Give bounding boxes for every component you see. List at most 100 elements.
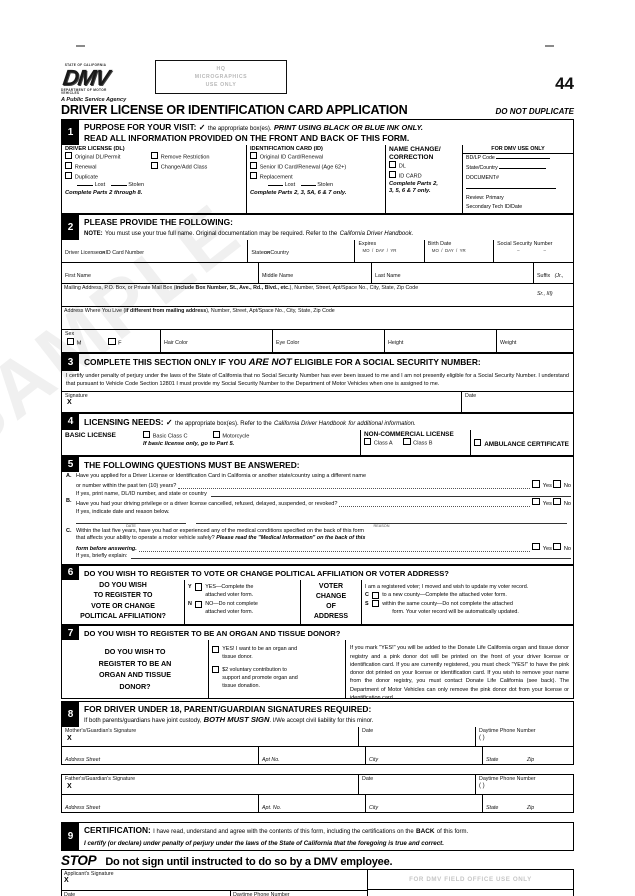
dmv-use-blank-line[interactable] (466, 184, 570, 194)
field-weight[interactable]: Weight (497, 330, 573, 352)
field-birth-date[interactable]: Birth Date MO / DAY / YR (425, 240, 495, 263)
field-father-date[interactable]: Date (359, 775, 476, 795)
checkbox-change-add-class[interactable]: Change/Add Class (151, 161, 239, 172)
field-last-name[interactable]: Last Name (372, 263, 534, 284)
checkbox-icon[interactable] (250, 152, 258, 160)
field-father-signature[interactable]: Father's/Guardian's Signature X (62, 775, 359, 795)
checkbox-icon[interactable] (212, 666, 220, 674)
dmv-use-state-country[interactable]: State/Country (466, 164, 570, 174)
dmv-use-bdlp-code[interactable]: BD/LP Code (466, 154, 570, 164)
dl-lost-stolen-row[interactable]: Lost Stolen (65, 181, 243, 189)
question-c-answer[interactable]: Yes No (532, 542, 571, 553)
checkbox-dl-renewal[interactable]: Renewal (65, 161, 151, 172)
field-applicant-signature[interactable]: Applicant's Signature X (62, 870, 367, 891)
field-father-apt[interactable]: Apt. No. (259, 795, 366, 813)
field-height[interactable]: Height (385, 330, 497, 353)
field-residence-address[interactable]: Address Where You Live (if different fro… (61, 307, 574, 331)
dl-lost-line[interactable] (77, 185, 93, 187)
id-lost-stolen-row[interactable]: Lost Stolen (250, 181, 382, 189)
field-mailing-address[interactable]: Mailing Address, P.O. Box, or Private Ma… (61, 284, 574, 308)
field-applicant-phone[interactable]: Daytime Phone Number ( ) (231, 891, 367, 896)
checkbox-icon[interactable] (532, 480, 540, 488)
dmv-field-office-blank[interactable] (368, 890, 573, 896)
field-mother-apt[interactable]: Apt No. (259, 747, 366, 765)
checkbox-icon[interactable] (532, 542, 540, 551)
checkbox-icon[interactable] (67, 337, 75, 346)
checkbox-icon[interactable] (250, 171, 258, 179)
field-dl-or-id-number[interactable]: Driver LicenseORID Card Number (62, 240, 249, 263)
organ-donor-contribution-option[interactable]: $2 voluntary contribution to support and… (212, 666, 342, 690)
dmv-field-office-use-block[interactable]: FOR DMV FIELD OFFICE USE ONLY (367, 868, 574, 896)
question-c-write-line[interactable] (131, 558, 571, 560)
question-b-answer[interactable]: Yes No (532, 498, 571, 508)
dl-stolen-line[interactable] (110, 185, 127, 187)
checkbox-icon[interactable] (65, 161, 73, 169)
write-line[interactable] (496, 158, 551, 160)
checkbox-icon[interactable] (389, 161, 397, 169)
checkbox-icon[interactable] (553, 498, 561, 506)
id-lost-line[interactable] (268, 185, 283, 187)
dmv-use-secondary-tech[interactable]: Secondary Tech ID/Date (466, 203, 570, 213)
checkbox-icon[interactable] (151, 161, 159, 169)
voter-option-new-county[interactable]: C to a new county—Complete the attached … (365, 591, 570, 600)
checkbox-icon[interactable] (212, 430, 220, 438)
field-father-state-zip[interactable]: State Zip (483, 795, 573, 812)
field-applicant-date[interactable]: Date (62, 890, 231, 896)
checkbox-remove-restriction[interactable]: Remove Restriction (151, 152, 239, 162)
ambulance-certificate-group[interactable]: AMBULANCE CERTIFICATE (471, 430, 573, 455)
dmv-use-document-number[interactable]: DOCUMENT# (466, 174, 570, 184)
checkbox-icon[interactable] (372, 600, 380, 608)
voter-option-same-county[interactable]: S within the same county—Do not complete… (365, 600, 570, 617)
field-hair-color[interactable]: Hair Color (161, 330, 273, 353)
question-a-answer[interactable]: Yes No (532, 480, 571, 490)
field-mother-phone[interactable]: Daytime Phone Number ( ) (476, 727, 573, 746)
field-state-or-country[interactable]: StateORCountry (248, 240, 356, 263)
organ-donor-yes-option[interactable]: YES! I want to be an organ and tissue do… (212, 645, 342, 661)
write-line[interactable] (499, 167, 547, 169)
checkbox-icon[interactable] (553, 542, 561, 551)
reason-write-line[interactable] (196, 522, 567, 524)
id-stolen-line[interactable] (300, 185, 316, 187)
checkbox-icon[interactable] (143, 430, 151, 438)
checkbox-icon[interactable] (372, 591, 380, 600)
field-sex[interactable]: Sex M F (62, 330, 161, 353)
checkbox-icon[interactable] (65, 152, 73, 160)
checkbox-icon[interactable] (364, 437, 372, 445)
checkbox-dl-duplicate[interactable]: Duplicate (65, 171, 151, 182)
checkbox-icon[interactable] (195, 600, 203, 608)
field-suffix[interactable]: Suffix (Jr., Sr., III) (534, 263, 573, 297)
voter-option-no[interactable]: N NO—Do not complete attached voter form… (188, 600, 298, 616)
write-line[interactable] (466, 187, 556, 189)
field-father-city[interactable]: City (366, 795, 483, 813)
field-mother-signature[interactable]: Mother's/Guardian's Signature X (62, 727, 359, 747)
checkbox-icon[interactable] (403, 437, 411, 445)
checkbox-original-id-renewal[interactable]: Original ID Card/Renewal (250, 152, 382, 162)
date-write-line[interactable] (76, 522, 186, 524)
field-mother-address[interactable]: Address Street (62, 747, 259, 765)
checkbox-icon[interactable] (553, 480, 561, 488)
checkbox-icon[interactable] (250, 161, 258, 169)
checkbox-icon[interactable] (151, 152, 159, 160)
checkbox-senior-id-renewal[interactable]: Senior ID Card/Renewal (Age 62+) (250, 161, 382, 172)
field-middle-name[interactable]: Middle Name (259, 263, 372, 284)
basic-license-options[interactable]: Basic Class C Motorcycle (143, 430, 357, 441)
checkbox-id-replacement[interactable]: Replacement (250, 171, 382, 182)
question-a-write-line[interactable] (210, 495, 571, 497)
checkbox-icon[interactable] (195, 583, 203, 591)
checkbox-original-dl-permit[interactable]: Original DL/Permit (65, 152, 151, 162)
checkbox-icon[interactable] (212, 645, 220, 654)
checkbox-name-change-id[interactable]: ID CARD (389, 170, 459, 181)
checkbox-icon[interactable] (389, 170, 397, 179)
voter-option-yes[interactable]: Y YES—Complete the attached voter form. (188, 583, 298, 599)
field-ssn-date[interactable]: Date (462, 392, 573, 412)
checkbox-name-change-dl[interactable]: DL (389, 161, 459, 171)
field-father-phone[interactable]: Daytime Phone Number ( ) (476, 775, 573, 794)
field-ssn-signature[interactable]: Signature X (62, 391, 462, 412)
checkbox-icon[interactable] (532, 498, 540, 506)
field-father-address[interactable]: Address Street (62, 795, 259, 813)
field-social-security-number[interactable]: Social Security Number –– (494, 240, 573, 262)
field-mother-date[interactable]: Date (359, 727, 476, 747)
field-mother-state-zip[interactable]: State Zip (483, 747, 573, 764)
sex-options[interactable]: M F (65, 337, 157, 348)
field-first-name[interactable]: First Name (62, 263, 259, 284)
